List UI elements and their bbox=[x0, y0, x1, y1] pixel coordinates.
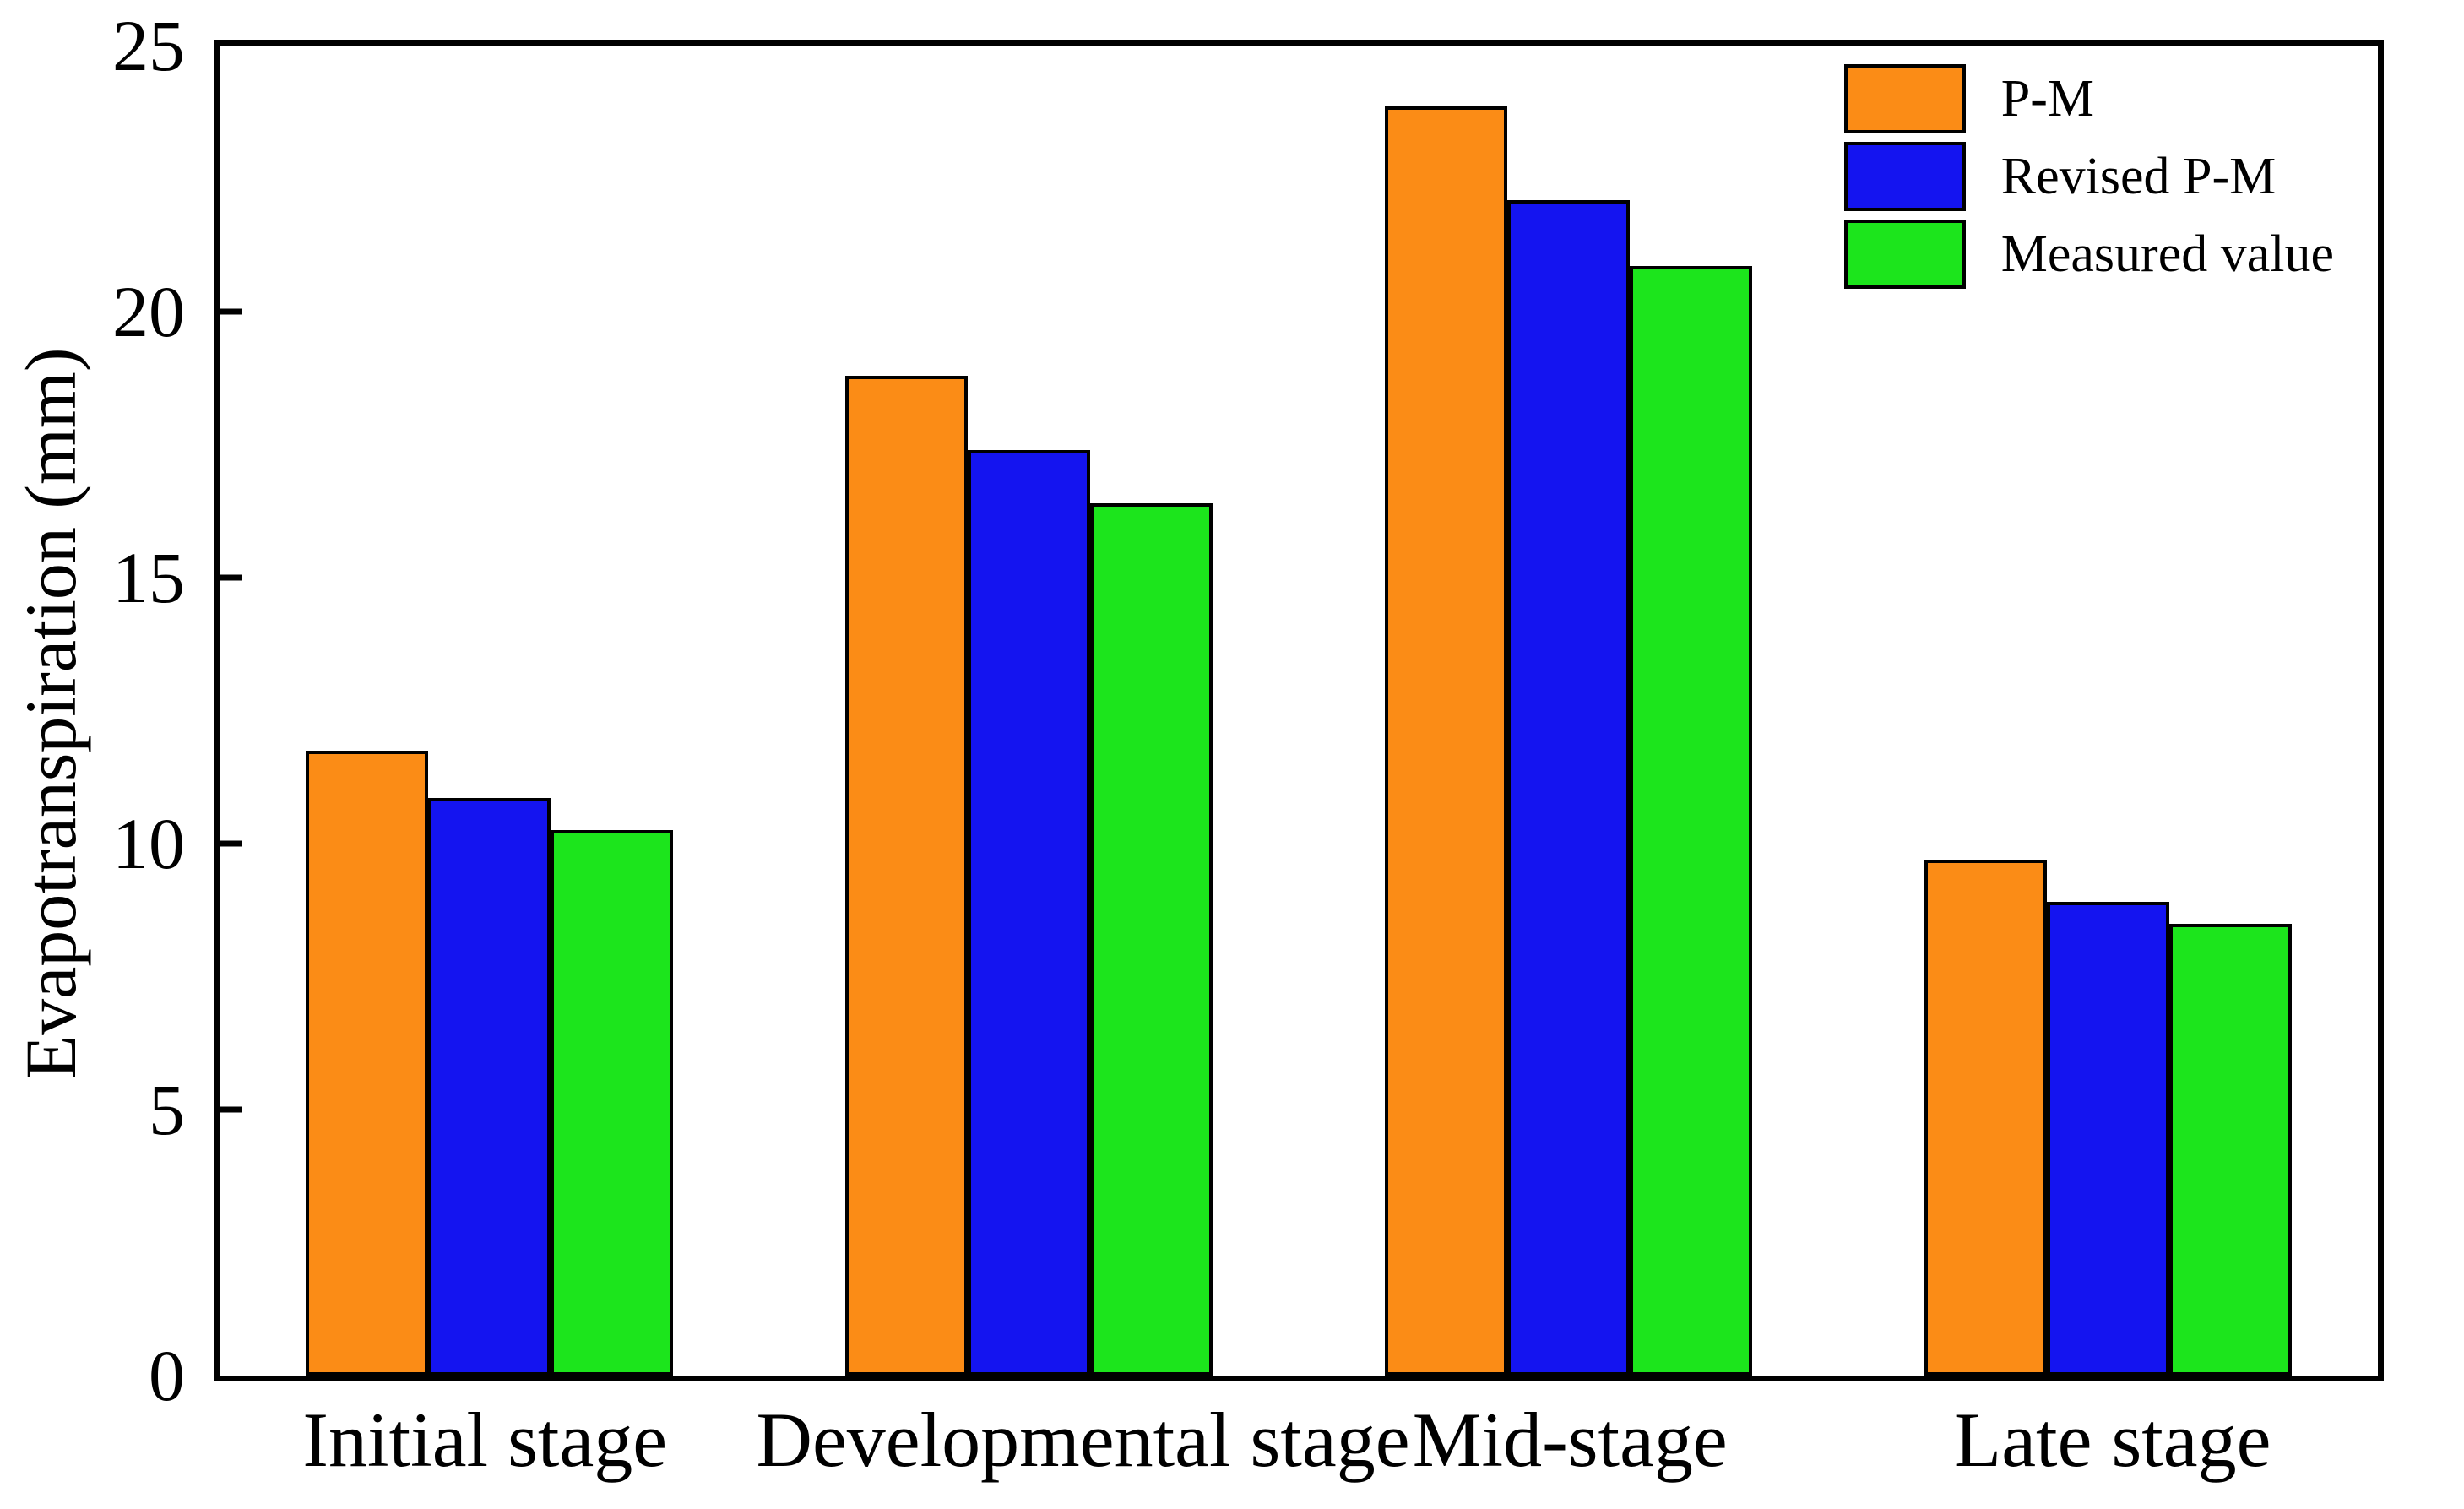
bar-measured-value-mid-stage bbox=[1629, 266, 1752, 1376]
x-category-label-mid-stage: Mid-stage bbox=[1412, 1397, 1728, 1483]
bar-p-m-initial-stage bbox=[306, 750, 429, 1376]
bar-group-late-stage bbox=[1924, 46, 2292, 1376]
y-tick-mark-15 bbox=[220, 574, 242, 581]
bar-measured-value-late-stage bbox=[2168, 923, 2292, 1376]
y-tick-label-0: 0 bbox=[149, 1335, 185, 1416]
bar-revised-p-m-late-stage bbox=[2047, 902, 2169, 1376]
bar-p-m-developmental-stage bbox=[845, 375, 969, 1376]
y-tick-label-10: 10 bbox=[112, 803, 185, 884]
bar-p-m-late-stage bbox=[1924, 859, 2048, 1376]
legend-swatch-p-m bbox=[1843, 64, 1966, 133]
legend-swatch-revised-p-m bbox=[1843, 142, 1966, 211]
y-tick-label-20: 20 bbox=[112, 271, 185, 352]
bar-group-developmental-stage bbox=[845, 46, 1213, 1376]
bar-group-initial-stage bbox=[306, 46, 673, 1376]
x-category-label-late-stage: Late stage bbox=[1954, 1397, 2271, 1483]
plot-area: 0 5 10 15 20 25 P-M Revised P-M Measured value bbox=[112, 9, 2384, 1412]
y-tick-mark-20 bbox=[220, 308, 242, 315]
legend-label-measured-value: Measured value bbox=[2000, 225, 2334, 283]
bars-container bbox=[220, 46, 2378, 1376]
legend-label-revised-p-m: Revised P-M bbox=[2000, 148, 2277, 205]
bar-revised-p-m-developmental-stage bbox=[968, 449, 1090, 1376]
x-category-label-developmental-stage: Developmental stage bbox=[756, 1397, 1410, 1483]
legend-item-measured-value: Measured value bbox=[1843, 220, 2334, 289]
y-tick-mark-10 bbox=[220, 840, 242, 847]
bar-measured-value-initial-stage bbox=[550, 830, 673, 1376]
legend-label-p-m: P-M bbox=[2000, 70, 2095, 128]
x-axis-labels: Initial stage Developmental stage Mid-stag… bbox=[214, 1397, 2384, 1483]
bar-group-mid-stage bbox=[1385, 46, 1752, 1376]
bar-revised-p-m-initial-stage bbox=[428, 798, 551, 1376]
legend: P-M Revised P-M Measured value bbox=[1843, 64, 2334, 289]
bar-measured-value-developmental-stage bbox=[1089, 502, 1213, 1376]
y-tick-label-25: 25 bbox=[112, 5, 185, 86]
bar-revised-p-m-mid-stage bbox=[1507, 199, 1630, 1376]
y-tick-label-15: 15 bbox=[112, 537, 185, 618]
y-axis-title: Evapotranspiration (mm) bbox=[10, 347, 91, 1080]
bar-p-m-mid-stage bbox=[1385, 106, 1508, 1376]
y-tick-mark-5 bbox=[220, 1106, 242, 1113]
legend-item-p-m: P-M bbox=[1843, 64, 2334, 133]
legend-item-revised-p-m: Revised P-M bbox=[1843, 142, 2334, 211]
x-category-label-initial-stage: Initial stage bbox=[302, 1397, 668, 1483]
y-tick-label-5: 5 bbox=[149, 1069, 185, 1150]
legend-swatch-measured-value bbox=[1843, 220, 1966, 289]
